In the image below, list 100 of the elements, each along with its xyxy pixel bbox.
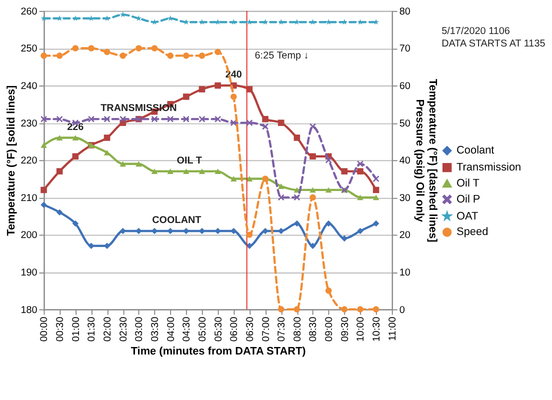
point (136, 161, 142, 167)
point (88, 45, 94, 52)
y-axis-title: Temperature (°F) [solid lines] (6, 84, 18, 236)
point (151, 45, 158, 52)
x-tick-label: 05:00 (197, 316, 208, 342)
point (88, 242, 94, 250)
ref-line-label: 6:25 Temp ↓ (254, 50, 309, 62)
point (198, 52, 206, 59)
x-tick-label: 06:30 (244, 316, 256, 342)
point (310, 123, 316, 130)
x-tick-label: 10:00 (356, 316, 367, 342)
x-tick-label: 01:30 (86, 316, 98, 342)
point (341, 306, 348, 312)
point (341, 235, 348, 242)
x-tick-label: 09:00 (324, 316, 336, 342)
x-tick-label: 00:00 (39, 316, 50, 342)
point (56, 52, 63, 59)
point (183, 116, 190, 122)
point (167, 15, 174, 21)
point (372, 176, 380, 182)
y-tick-label: 220 (20, 156, 38, 167)
point (357, 228, 364, 234)
point (278, 184, 284, 189)
point (72, 220, 79, 227)
point (198, 116, 206, 122)
point (214, 82, 221, 89)
x-tick-label: 03:00 (134, 316, 146, 342)
point (246, 120, 253, 126)
point (120, 161, 126, 167)
x-axis-title: Time (minutes from DATA START) (130, 346, 306, 358)
point (56, 209, 63, 216)
annotation: COOLANT (152, 215, 202, 226)
point (198, 86, 206, 92)
y-tick-label: 260 (20, 6, 38, 18)
point (325, 187, 332, 193)
point (40, 142, 47, 148)
legend-label: OAT (456, 210, 479, 222)
legend-label: Coolant (456, 144, 494, 157)
legend-label: Transmission (456, 162, 522, 174)
text: DATA STARTS AT 1135 (442, 38, 546, 50)
point (262, 116, 268, 122)
legend-label: Oil T (456, 177, 480, 190)
point (372, 186, 380, 194)
y2-tick-label: 70 (399, 44, 411, 55)
point (357, 306, 364, 312)
point (167, 228, 174, 234)
y2-tick-label: 80 (399, 6, 411, 18)
point (246, 176, 253, 182)
point (120, 12, 126, 18)
point (56, 135, 63, 140)
point (278, 120, 284, 126)
point (72, 135, 79, 140)
point (120, 52, 126, 59)
point (136, 45, 142, 52)
y2-tick-label: 50 (399, 118, 411, 130)
point (230, 94, 237, 100)
point (183, 168, 190, 174)
point (325, 156, 332, 164)
point (214, 228, 221, 234)
point (230, 176, 237, 182)
point (310, 187, 316, 193)
y-tick-label: 240 (20, 81, 38, 92)
point (183, 228, 190, 234)
point (198, 168, 206, 174)
point (56, 116, 63, 122)
point (294, 134, 300, 141)
y-tick-label: 230 (20, 118, 38, 130)
point (214, 116, 221, 122)
point (72, 153, 79, 160)
legend-label: Speed (456, 226, 488, 238)
point (246, 232, 253, 238)
y-tick-label: 190 (20, 267, 38, 278)
point (278, 306, 284, 312)
point (294, 306, 300, 312)
point (167, 168, 174, 174)
text: 5/17/2020 1106 (442, 26, 510, 37)
point (72, 45, 79, 52)
annotation: OIL T (176, 155, 202, 166)
point (214, 48, 221, 56)
point (278, 194, 284, 201)
y-tick-label: 250 (20, 44, 38, 55)
y-tick-label: 200 (20, 230, 38, 242)
y2-tick-label: 20 (399, 230, 411, 242)
x-tick-label: 00:30 (55, 316, 66, 342)
point (357, 168, 364, 174)
y2-tick-label: 60 (399, 81, 411, 92)
point (40, 202, 47, 208)
x-tick-label: 03:30 (150, 316, 162, 342)
legend-label: Oil P (456, 193, 480, 206)
point (167, 52, 174, 59)
point (56, 168, 63, 174)
point (40, 116, 47, 122)
point (341, 168, 348, 174)
x-tick-label: 10:30 (372, 316, 383, 342)
x-tick-label: 08:30 (308, 316, 320, 342)
point (325, 288, 332, 294)
point (104, 242, 110, 250)
point (262, 228, 268, 234)
y-tick-label: 180 (20, 304, 38, 316)
point (183, 94, 190, 100)
